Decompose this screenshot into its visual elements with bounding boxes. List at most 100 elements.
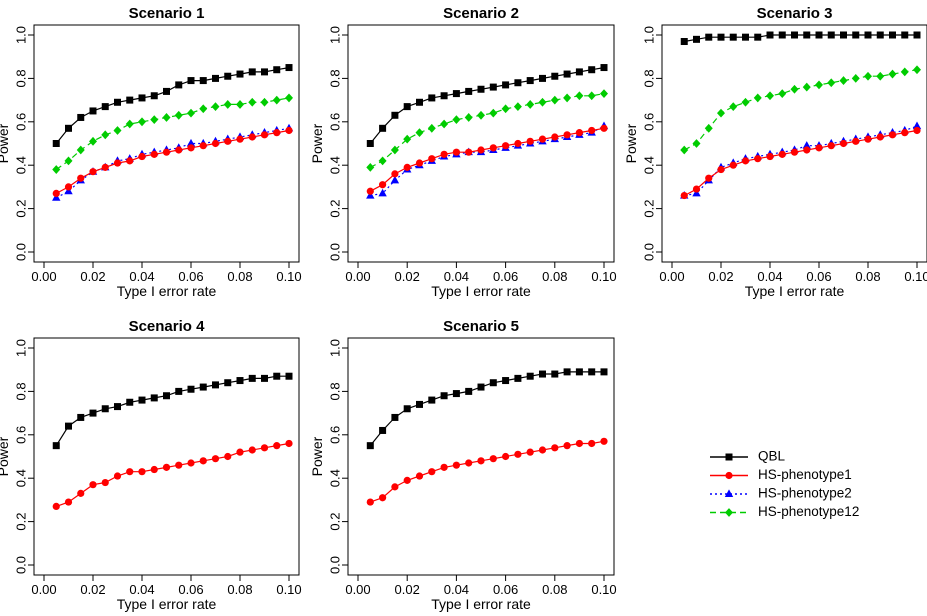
data-point xyxy=(236,70,244,78)
data-point xyxy=(900,67,909,77)
data-point xyxy=(428,468,436,476)
y-tick-label: 1.0 xyxy=(13,26,28,44)
data-point xyxy=(248,446,256,454)
data-point xyxy=(600,437,608,445)
legend-item: QBL xyxy=(710,449,786,464)
data-point xyxy=(428,155,436,163)
data-point xyxy=(285,372,293,380)
data-point xyxy=(224,452,232,461)
data-point xyxy=(162,463,171,471)
x-tick-label: 0.02 xyxy=(395,582,420,597)
x-tick-label: 0.10 xyxy=(591,582,616,597)
y-tick-label: 0.6 xyxy=(641,113,656,131)
data-point xyxy=(852,137,860,145)
data-point xyxy=(260,97,269,107)
series-hs-phenotype1 xyxy=(52,126,293,198)
data-point xyxy=(187,385,195,393)
data-point xyxy=(273,66,281,74)
data-point xyxy=(753,93,762,103)
data-point xyxy=(766,152,774,161)
data-point xyxy=(692,139,701,148)
y-tick-label: 0.0 xyxy=(13,243,28,261)
y-tick-label: 0.8 xyxy=(13,69,28,87)
data-point xyxy=(680,38,688,46)
legend-marker xyxy=(725,471,733,480)
data-point xyxy=(273,129,281,137)
data-point xyxy=(285,126,293,135)
data-point xyxy=(851,74,860,83)
data-point xyxy=(440,392,448,400)
data-point xyxy=(64,498,73,506)
data-point xyxy=(827,31,835,39)
data-point xyxy=(113,472,122,480)
data-point xyxy=(427,123,436,133)
chart-title: Scenario 1 xyxy=(129,5,205,22)
x-tick-label: 0.10 xyxy=(904,269,927,284)
series-hs-phenotype1 xyxy=(366,124,608,195)
data-point xyxy=(600,124,608,132)
data-point xyxy=(440,119,449,129)
data-point xyxy=(126,468,134,476)
data-point xyxy=(273,372,281,380)
data-point xyxy=(260,131,269,139)
data-point xyxy=(162,148,171,156)
data-point xyxy=(452,148,460,156)
data-point xyxy=(366,442,374,450)
data-point xyxy=(477,85,485,93)
data-point xyxy=(212,381,219,389)
data-point xyxy=(452,115,461,125)
data-point xyxy=(403,476,411,484)
data-point xyxy=(126,96,134,104)
data-point xyxy=(379,124,387,132)
series-qbl xyxy=(52,372,293,450)
data-point xyxy=(199,142,207,150)
data-point xyxy=(212,74,219,82)
y-tick-label: 0.2 xyxy=(641,200,656,218)
data-point xyxy=(551,444,559,452)
data-point xyxy=(489,455,497,463)
data-point xyxy=(415,472,424,480)
y-tick-label: 0.2 xyxy=(13,200,28,218)
data-point xyxy=(187,459,195,467)
data-point xyxy=(415,159,424,167)
data-point xyxy=(575,129,584,137)
y-tick-label: 0.4 xyxy=(13,156,28,174)
data-point xyxy=(465,148,473,156)
data-point xyxy=(514,139,522,148)
data-point xyxy=(89,136,97,146)
data-point xyxy=(876,133,884,141)
data-point xyxy=(77,174,85,182)
data-point xyxy=(199,104,208,114)
data-point xyxy=(729,33,737,41)
data-point xyxy=(790,148,799,156)
data-point xyxy=(489,379,497,387)
data-point xyxy=(163,392,170,400)
data-point xyxy=(465,459,473,467)
data-point xyxy=(440,92,448,100)
data-point xyxy=(285,93,293,103)
y-tick-label: 0.6 xyxy=(327,426,342,444)
data-point xyxy=(513,102,522,112)
x-tick-label: 0.08 xyxy=(227,269,252,284)
data-point xyxy=(175,146,183,154)
y-tick-label: 0.8 xyxy=(327,382,342,400)
data-point xyxy=(77,413,85,421)
y-tick-label: 0.0 xyxy=(327,243,342,261)
data-point xyxy=(101,130,110,140)
data-point xyxy=(403,163,411,171)
data-point xyxy=(538,97,547,107)
y-axis-label: Power xyxy=(309,123,325,163)
data-point xyxy=(366,187,374,195)
x-tick-label: 0.04 xyxy=(757,269,782,284)
x-tick-label: 0.06 xyxy=(806,269,831,284)
data-point xyxy=(378,188,387,197)
x-tick-label: 0.08 xyxy=(855,269,880,284)
data-point xyxy=(248,133,256,141)
data-point xyxy=(211,139,220,148)
data-point xyxy=(272,95,281,105)
data-point xyxy=(186,138,196,147)
data-point xyxy=(428,396,436,404)
data-point xyxy=(489,83,497,91)
chart-panel-5: Scenario 5 0.0 0.2 0.4 0.6 0.8 1.0 0.00 0.02 0.04… xyxy=(309,318,617,612)
x-tick-label: 0.02 xyxy=(395,269,420,284)
